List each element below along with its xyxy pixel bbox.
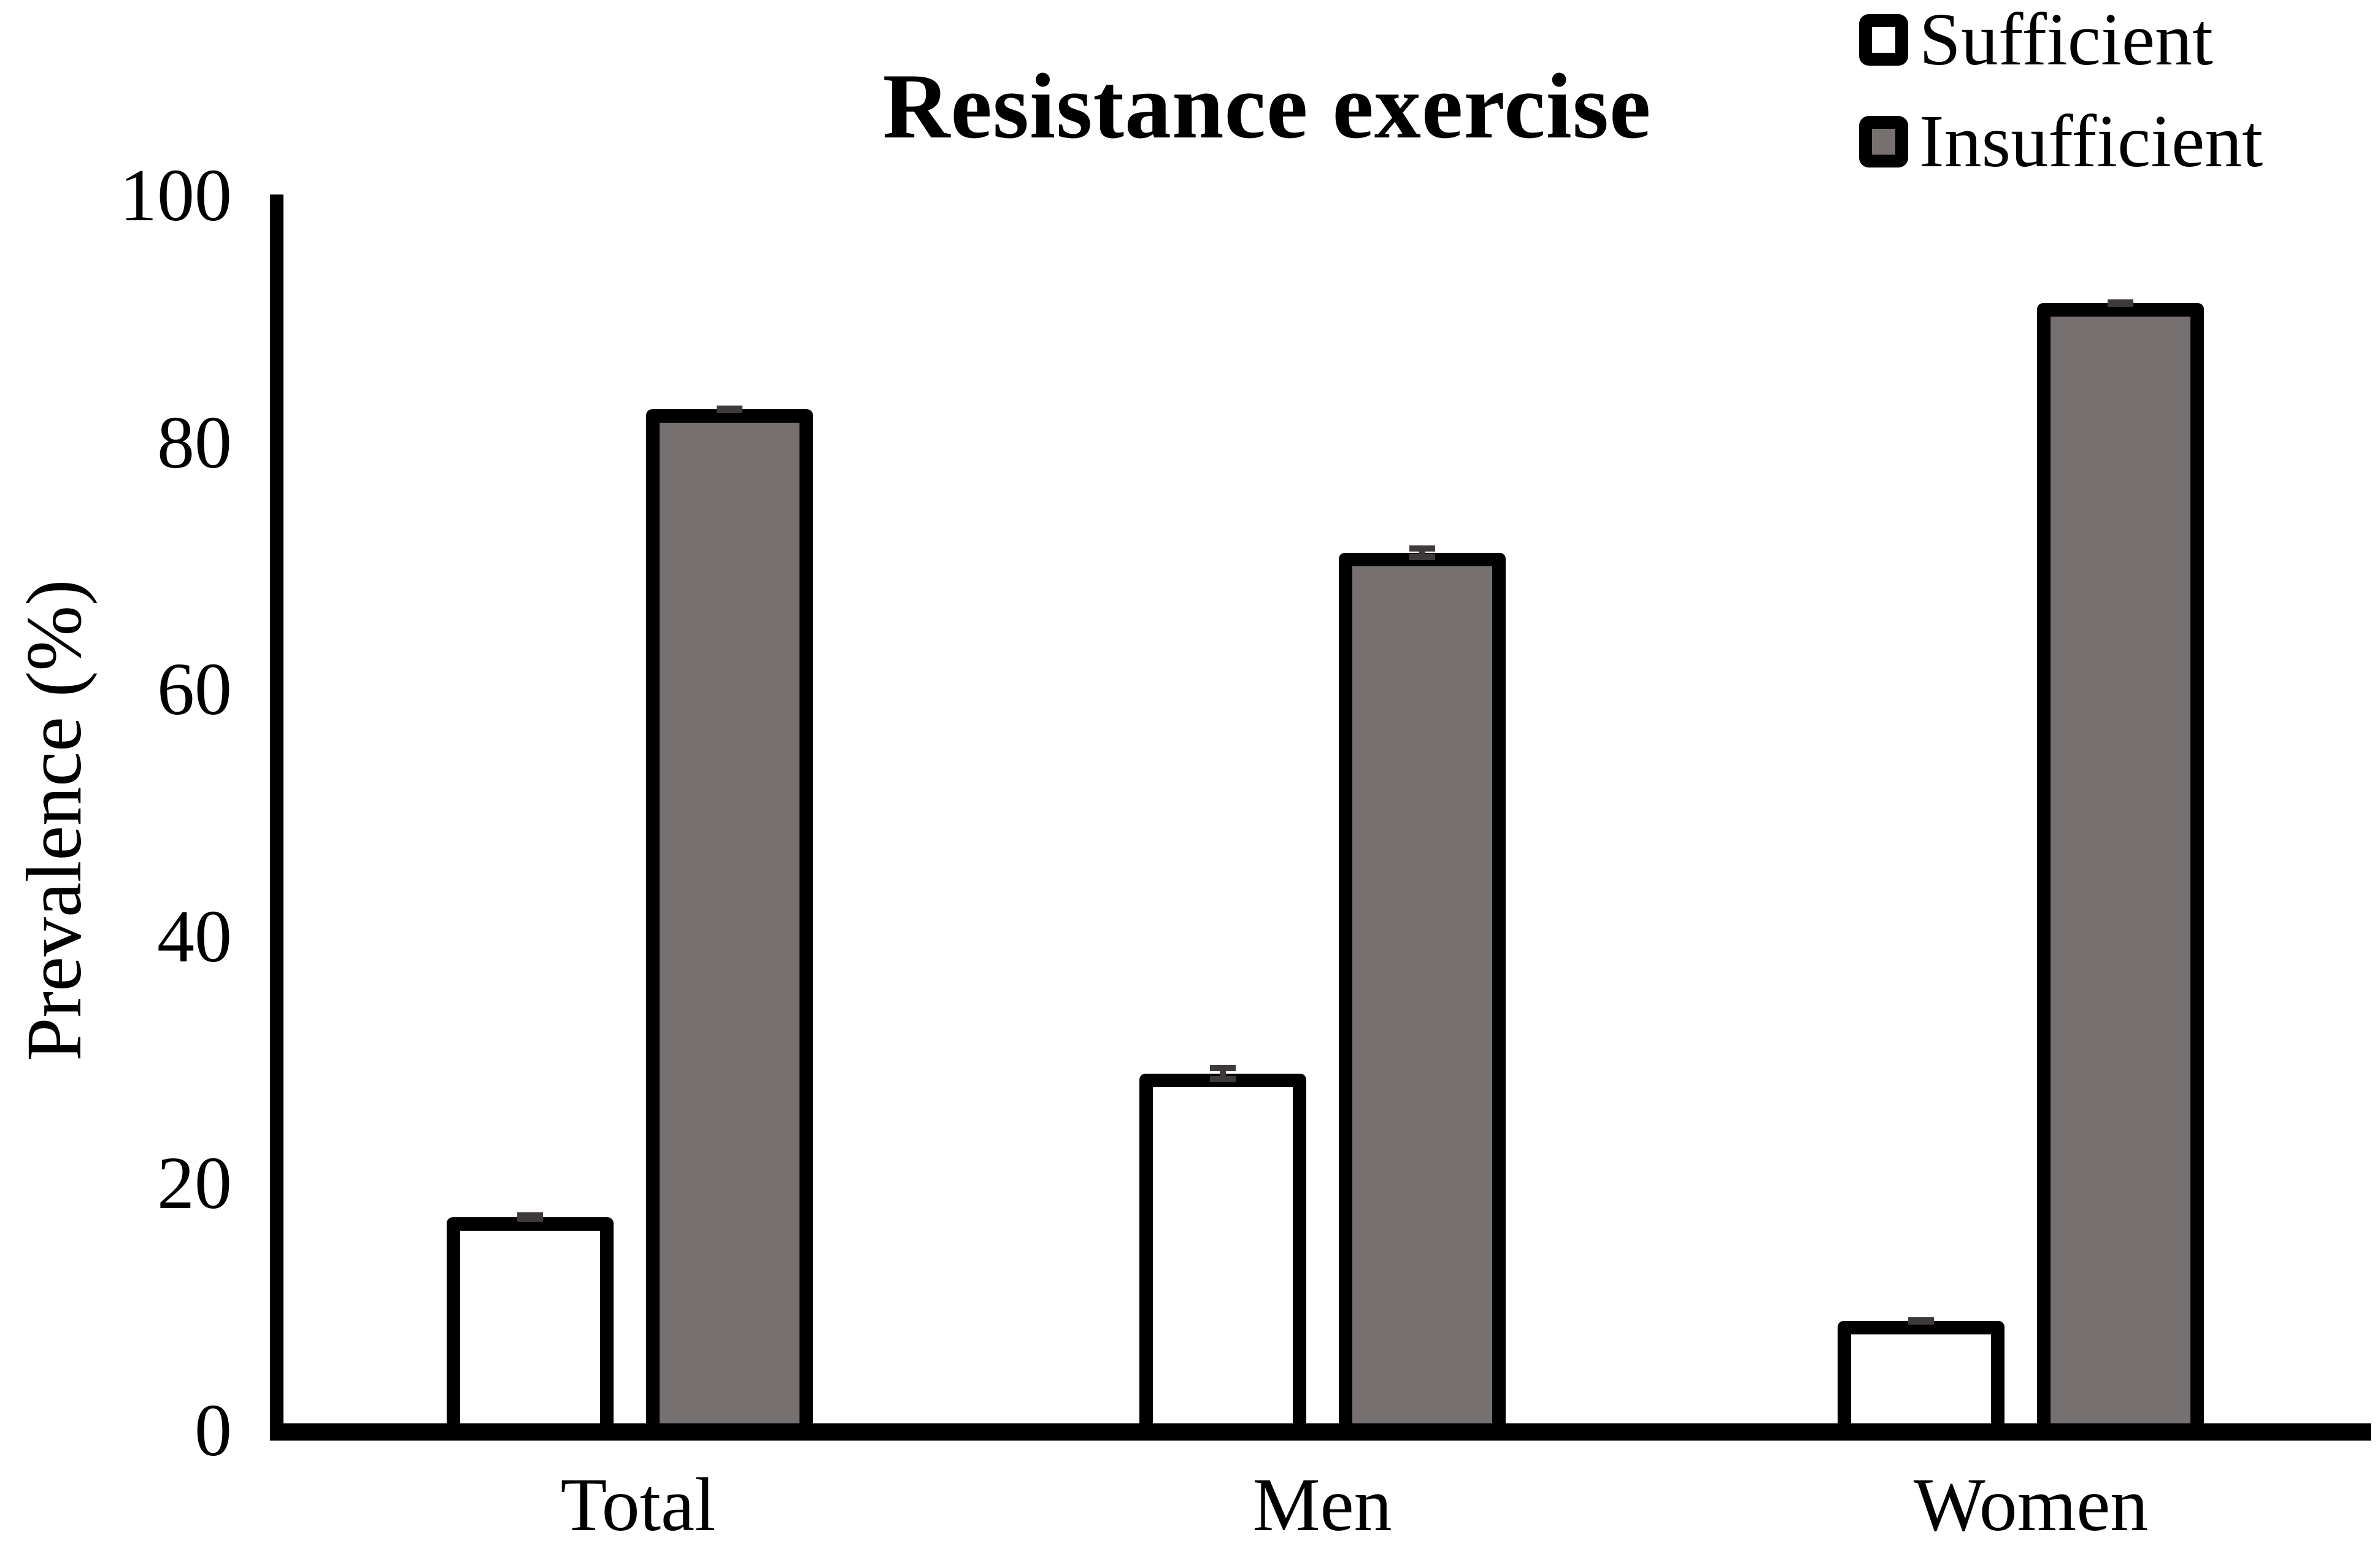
y-tick-label-60: 60 <box>157 648 232 731</box>
chart-title: Resistance exercise <box>882 55 1652 158</box>
error-cap-upper <box>1209 1065 1236 1072</box>
legend-label-sufficient: Sufficient <box>1919 0 2213 81</box>
insufficient-swatch-icon <box>1859 116 1908 167</box>
sufficient-swatch-icon <box>1859 14 1908 66</box>
x-category-label-total: Total <box>560 1463 716 1547</box>
error-cap-lower <box>2107 301 2133 307</box>
error-cap-lower <box>1209 1076 1236 1083</box>
legend-entry-sufficient: Sufficient <box>1859 0 2213 81</box>
y-tick-label-40: 40 <box>157 895 232 978</box>
x-category-label-men: Men <box>1252 1463 1392 1547</box>
bar-total-insufficient <box>645 409 813 1437</box>
legend-label-insufficient: Insufficient <box>1919 100 2263 183</box>
bar-total-sufficient <box>446 1217 614 1437</box>
legend-entry-insufficient: Insufficient <box>1859 100 2263 183</box>
x-axis-line <box>270 1423 2371 1441</box>
error-cap-lower <box>1409 553 1435 560</box>
error-cap-lower <box>517 1215 543 1222</box>
error-cap-upper <box>517 1212 543 1218</box>
bar-men-insufficient <box>1338 552 1506 1437</box>
error-cap-lower <box>716 407 742 414</box>
y-tick-label-100: 100 <box>120 154 232 237</box>
error-cap-upper <box>1409 545 1435 552</box>
error-bar-men-sufficient <box>1219 1065 1226 1083</box>
bar-men-sufficient <box>1139 1074 1306 1437</box>
x-category-label-women: Women <box>1913 1463 2149 1547</box>
y-axis-line <box>270 194 283 1441</box>
error-cap-lower <box>1908 1318 1934 1325</box>
y-tick-label-80: 80 <box>157 401 232 484</box>
y-tick-label-20: 20 <box>157 1142 232 1225</box>
y-axis-title: Prevalence (%) <box>10 579 98 1061</box>
error-bar-men-insufficient <box>1419 545 1425 560</box>
y-tick-label-0: 0 <box>194 1389 232 1472</box>
bar-women-sufficient <box>1837 1320 2005 1437</box>
bar-women-insufficient <box>2036 303 2204 1437</box>
